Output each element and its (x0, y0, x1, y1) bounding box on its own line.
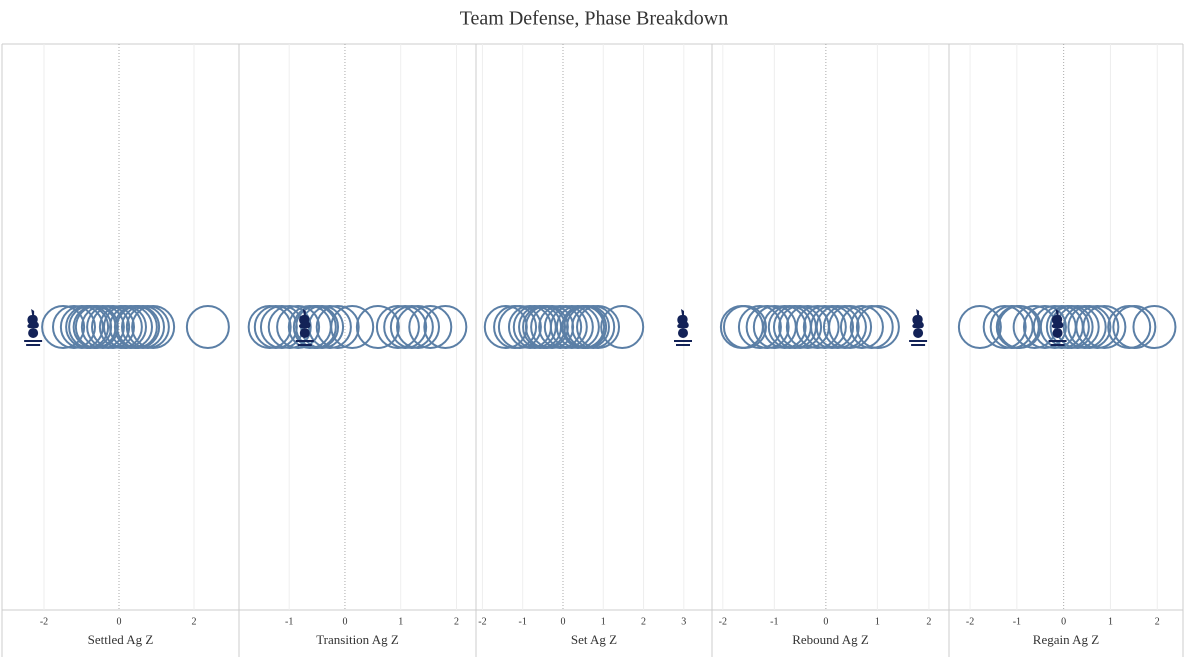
team-circle (497, 305, 542, 349)
team-circle (839, 305, 884, 349)
team-circle (576, 305, 621, 349)
x-tick-label: 0 (1061, 616, 1066, 627)
team-circle (719, 305, 764, 349)
team-circle (828, 305, 873, 349)
x-tick-label: 2 (641, 616, 646, 627)
x-tick-label: -1 (770, 616, 778, 627)
club-logo (909, 309, 928, 346)
team-circle (982, 305, 1027, 349)
x-axis-title: Settled Ag Z (88, 632, 154, 647)
team-circle (1075, 305, 1120, 349)
team-circle (408, 305, 453, 349)
x-axis-title: Transition Ag Z (316, 632, 399, 647)
x-tick-label: 2 (926, 616, 931, 627)
team-circle (383, 305, 428, 349)
chart-title: Team Defense, Phase Breakdown (460, 8, 729, 30)
logo-text (1048, 340, 1067, 342)
team-circle (795, 305, 840, 349)
logo-text (295, 340, 314, 342)
team-circle (1067, 305, 1112, 349)
team-circle (131, 305, 176, 349)
team-circle (396, 305, 441, 349)
team-circle (815, 305, 860, 349)
logo-bird (677, 309, 689, 329)
logo-ball (299, 328, 310, 338)
logo-bird (912, 309, 924, 329)
x-axis-title: Set Ag Z (571, 632, 617, 647)
x-tick-label: -1 (285, 616, 293, 627)
team-circle (423, 305, 468, 349)
x-tick-label: -1 (1013, 616, 1021, 627)
logo-ball (28, 328, 39, 338)
team-circle (778, 305, 823, 349)
x-tick-label: -2 (966, 616, 974, 627)
logo-text (26, 344, 41, 346)
x-tick-label: 0 (560, 616, 565, 627)
team-circle (315, 305, 360, 349)
logo-text (674, 340, 693, 342)
team-circle (185, 305, 230, 349)
x-tick-label: -1 (519, 616, 527, 627)
x-tick-label: 1 (875, 616, 880, 627)
team-circle (276, 305, 321, 349)
team-circle (600, 305, 645, 349)
logo-ball (1052, 328, 1063, 338)
club-logo (24, 309, 43, 346)
team-circle (52, 305, 96, 349)
x-tick-label: 1 (601, 616, 606, 627)
team-circle (330, 305, 375, 349)
logo-ball (678, 328, 689, 338)
logo-text (676, 344, 691, 346)
team-circle (267, 305, 312, 349)
club-logo (1048, 309, 1067, 346)
team-circle (802, 305, 847, 349)
x-tick-label: 0 (117, 616, 122, 627)
x-tick-label: 0 (342, 616, 347, 627)
team-circle (1112, 305, 1157, 349)
x-tick-label: 3 (681, 616, 686, 627)
x-tick-label: 2 (1155, 616, 1160, 627)
x-tick-label: 2 (454, 616, 459, 627)
x-tick-label: -2 (478, 616, 486, 627)
logo-text (24, 340, 43, 342)
club-logo (295, 309, 314, 346)
logo-bird (1051, 309, 1064, 329)
x-tick-label: -2 (40, 616, 48, 627)
logo-ball (913, 328, 924, 338)
x-tick-label: 2 (192, 616, 197, 627)
team-circle (855, 305, 900, 349)
x-axis-title: Rebound Ag Z (792, 632, 869, 647)
logo-bird (27, 309, 39, 329)
logo-text (911, 344, 926, 346)
team-circle (1022, 305, 1067, 349)
team-circle (722, 305, 767, 349)
x-tick-label: -2 (719, 616, 727, 627)
x-tick-label: 1 (1108, 616, 1113, 627)
logo-text (1050, 344, 1065, 346)
x-tick-label: 0 (823, 616, 828, 627)
team-circle (41, 305, 86, 349)
team-circle (91, 305, 135, 349)
logo-text (909, 340, 928, 342)
team-circle (355, 305, 400, 349)
club-logo (674, 309, 693, 346)
team-circle (737, 305, 782, 349)
team-circle (1107, 305, 1152, 349)
x-tick-label: 1 (398, 616, 403, 627)
team-circle (957, 305, 1002, 349)
team-circle (745, 305, 790, 349)
x-axis-title: Regain Ag Z (1033, 632, 1099, 647)
team-circle (1132, 305, 1177, 349)
logo-text (297, 344, 312, 346)
team-circle (375, 305, 420, 349)
team-circle (1082, 305, 1127, 349)
logo-bird (299, 309, 311, 329)
